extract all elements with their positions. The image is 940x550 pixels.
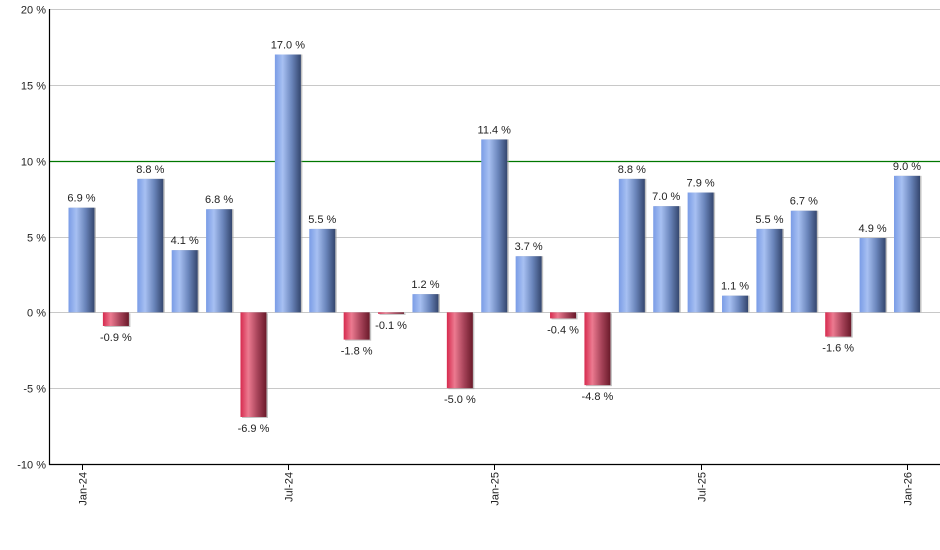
- x-axis-labels: Jan-24 Jul-24 Jan-25 Jul-25 Jan-26: [78, 472, 915, 506]
- y-tick-label: 10 %: [21, 157, 46, 169]
- x-tick-label: Jul-25: [697, 472, 709, 502]
- bar-positive: [894, 175, 920, 313]
- data-label: -1.6 %: [822, 343, 854, 355]
- data-label: 4.9 %: [859, 223, 887, 235]
- bar-positive: [171, 250, 198, 313]
- data-label: 6.9 %: [67, 193, 95, 205]
- y-tick-label: 20 %: [21, 5, 46, 17]
- y-tick-label: 0 %: [27, 308, 46, 320]
- data-label: -6.9 %: [238, 423, 270, 435]
- data-labels: 6.9 % -0.9 % 8.8 % 4.1 % 6.8 % -6.9 % 17.0 % 5.…: [67, 40, 921, 435]
- x-tick-label: Jan-26: [903, 472, 915, 506]
- bar-positive: [790, 210, 817, 313]
- bar-positive: [687, 192, 714, 313]
- bar-negative: [825, 312, 852, 337]
- data-label: 6.8 %: [205, 194, 233, 206]
- data-label: -0.1 %: [375, 320, 407, 332]
- data-label: 7.0 %: [652, 191, 680, 203]
- data-label: 8.8 %: [136, 164, 164, 176]
- y-tick-label: -5 %: [23, 384, 46, 396]
- x-tick-label: Jul-24: [284, 472, 296, 502]
- bar-positive: [722, 295, 749, 313]
- data-label: 1.2 %: [411, 279, 439, 291]
- bar-positive: [68, 207, 95, 313]
- bar-positive: [481, 139, 508, 313]
- bar-positive: [618, 178, 645, 313]
- data-label: 3.7 %: [515, 241, 543, 253]
- data-label: 6.7 %: [790, 196, 818, 208]
- y-axis-labels: -10 % -5 % 0 % 5 % 10 % 15 % 20 %: [17, 5, 46, 472]
- bar-positive: [206, 209, 233, 313]
- bar-negative: [102, 312, 129, 326]
- bar-positive: [274, 54, 301, 313]
- bar-positive: [515, 256, 542, 313]
- y-tick-label: 15 %: [21, 81, 46, 93]
- data-label: 8.8 %: [618, 164, 646, 176]
- bar-positive: [653, 206, 680, 313]
- data-label: 5.5 %: [755, 214, 783, 226]
- data-label: -0.4 %: [547, 324, 579, 336]
- bar-positive: [412, 294, 439, 313]
- data-label: -1.8 %: [341, 346, 373, 358]
- axes: [48, 9, 940, 470]
- y-tick-label: -10 %: [17, 460, 46, 472]
- bar-positive: [309, 228, 336, 313]
- bar-negative: [584, 312, 611, 386]
- bar-negative: [378, 312, 405, 314]
- bar-positive: [756, 228, 783, 313]
- bar-shadow: [379, 313, 406, 315]
- x-tick-label: Jan-24: [78, 472, 90, 506]
- x-tick-label: Jan-25: [490, 472, 502, 506]
- data-label: -0.9 %: [100, 332, 132, 344]
- bar-negative: [240, 312, 267, 417]
- data-label: 17.0 %: [271, 40, 305, 52]
- y-tick-label: 5 %: [27, 233, 46, 245]
- bar-negative: [446, 312, 473, 389]
- bars: [68, 54, 922, 418]
- bar-negative: [343, 312, 370, 340]
- data-label: 9.0 %: [893, 161, 921, 173]
- bar-negative: [550, 312, 577, 319]
- bar-positive: [137, 178, 164, 313]
- data-label: -4.8 %: [582, 391, 614, 403]
- data-label: 1.1 %: [721, 281, 749, 293]
- data-label: 7.9 %: [687, 178, 715, 190]
- data-label: 4.1 %: [171, 235, 199, 247]
- data-label: 11.4 %: [478, 124, 512, 136]
- data-label: 5.5 %: [308, 214, 336, 226]
- bar-positive: [859, 238, 886, 313]
- data-label: -5.0 %: [444, 394, 476, 406]
